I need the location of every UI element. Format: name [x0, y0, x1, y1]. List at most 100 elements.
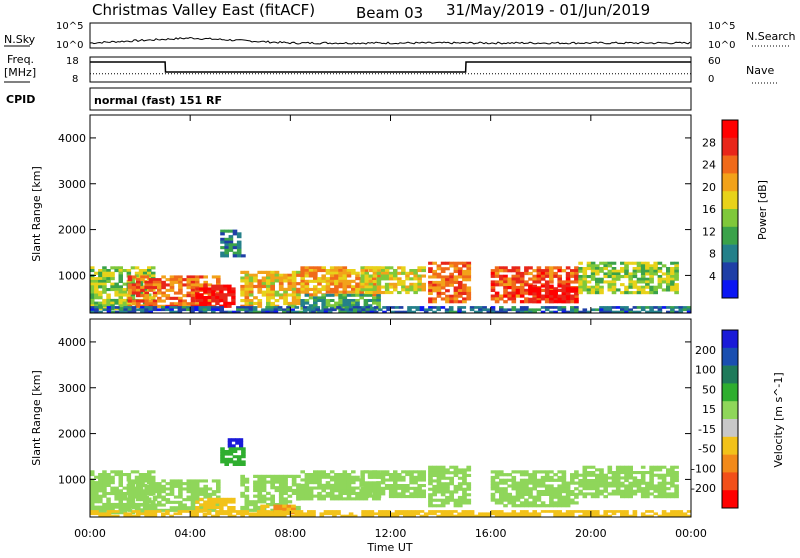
heatmap-cell [190, 280, 196, 284]
heatmap-cell [649, 476, 654, 480]
heatmap-cell [670, 481, 675, 485]
heatmap-cell [536, 478, 542, 482]
heatmap-cell [570, 287, 575, 291]
heatmap-cell [342, 285, 348, 289]
heatmap-cell [368, 288, 374, 292]
heatmap-cell [590, 264, 596, 268]
colorbar-tick-label: 12 [702, 225, 716, 238]
heatmap-cell [494, 283, 500, 287]
heatmap-cell [244, 505, 250, 510]
heatmap-cell [436, 514, 441, 518]
heatmap-cell [384, 484, 390, 488]
heatmap-cell [261, 282, 267, 286]
heatmap-cell [376, 492, 382, 496]
heatmap-cell [582, 288, 588, 292]
heatmap-cell [549, 510, 554, 513]
colorbar-tick-label: 50 [702, 383, 716, 396]
heatmap-cell [570, 269, 575, 273]
heatmap-cell [102, 282, 107, 286]
heatmap-cell [536, 308, 542, 312]
heatmap-cell [313, 277, 318, 281]
heatmap-cell [211, 284, 216, 288]
heatmap-cell [421, 274, 426, 278]
heatmap-cell [357, 308, 362, 312]
heatmap-cell [449, 479, 454, 483]
heatmap-cell [329, 290, 335, 294]
heatmap-cell [296, 270, 301, 274]
heatmap-cell [282, 507, 287, 512]
heatmap-cell [405, 470, 410, 474]
heatmap-cell [503, 481, 508, 485]
heatmap-cell [203, 508, 208, 512]
heatmap-cell [215, 497, 220, 501]
heatmap-cell [224, 240, 229, 244]
heatmap-cell [393, 475, 398, 479]
heatmap-cell [666, 471, 671, 475]
heatmap-cell [519, 495, 525, 499]
heatmap-cell [203, 275, 208, 279]
heatmap-cell [165, 487, 171, 491]
heatmap-cell [144, 310, 149, 314]
heatmap-cell [519, 470, 525, 474]
heatmap-cell [355, 494, 360, 498]
heatmap-cell [169, 492, 175, 496]
heatmap-cell [607, 481, 613, 485]
heatmap-cell [298, 512, 304, 516]
heatmap-cell [528, 297, 533, 301]
heatmap-cell [90, 277, 95, 281]
heatmap-cell [409, 277, 414, 281]
heatmap-cell [653, 512, 658, 516]
colorbar-segment [722, 472, 738, 491]
heatmap-cell [421, 475, 426, 479]
heatmap-cell [338, 475, 343, 479]
heatmap-cell [325, 277, 331, 281]
heatmap-cell [549, 274, 554, 278]
heatmap-cell [553, 287, 558, 291]
heatmap-cell [215, 308, 220, 312]
heatmap-cell [620, 269, 625, 273]
heatmap-cell [649, 514, 654, 518]
heatmap-cell [649, 306, 654, 309]
heatmap-cell [436, 280, 442, 284]
heatmap-cell [313, 290, 318, 294]
heatmap-cell [649, 479, 654, 483]
heatmap-cell [240, 308, 245, 312]
heatmap-cell [494, 271, 500, 276]
heatmap-cell [657, 275, 663, 279]
heatmap-cell [466, 294, 472, 298]
heatmap-cell [178, 278, 183, 282]
heatmap-cell [236, 510, 241, 513]
heatmap-cell [291, 270, 297, 274]
heatmap-cell [586, 512, 592, 516]
heatmap-cell [106, 502, 111, 506]
heatmap-cell [511, 283, 517, 287]
heatmap-cell [515, 269, 521, 273]
heatmap-cell [102, 277, 107, 281]
heatmap-cell [351, 271, 356, 275]
heatmap-cell [549, 504, 554, 508]
heatmap-cell [599, 288, 604, 292]
heatmap-cell [346, 299, 352, 302]
heatmap-cell [329, 282, 335, 286]
heatmap-cell [161, 503, 166, 507]
heatmap-cell [203, 290, 208, 294]
heatmap-cell [206, 308, 212, 312]
heatmap-cell [565, 310, 571, 314]
heatmap-cell [494, 475, 500, 480]
heatmap-cell [202, 308, 208, 312]
heatmap-cell [348, 512, 354, 516]
heatmap-cell [417, 489, 422, 493]
heatmap-cell [216, 487, 221, 491]
heatmap-cell [511, 297, 517, 301]
heatmap-cell [436, 471, 442, 475]
heatmap-cell [317, 282, 322, 286]
heatmap-cell [661, 481, 667, 485]
heatmap-cell [195, 287, 200, 291]
heatmap-cell [277, 514, 283, 518]
heatmap-cell [302, 310, 308, 314]
heatmap-cell [313, 274, 318, 278]
heatmap-cell [338, 279, 343, 283]
heatmap-cell [216, 484, 221, 488]
